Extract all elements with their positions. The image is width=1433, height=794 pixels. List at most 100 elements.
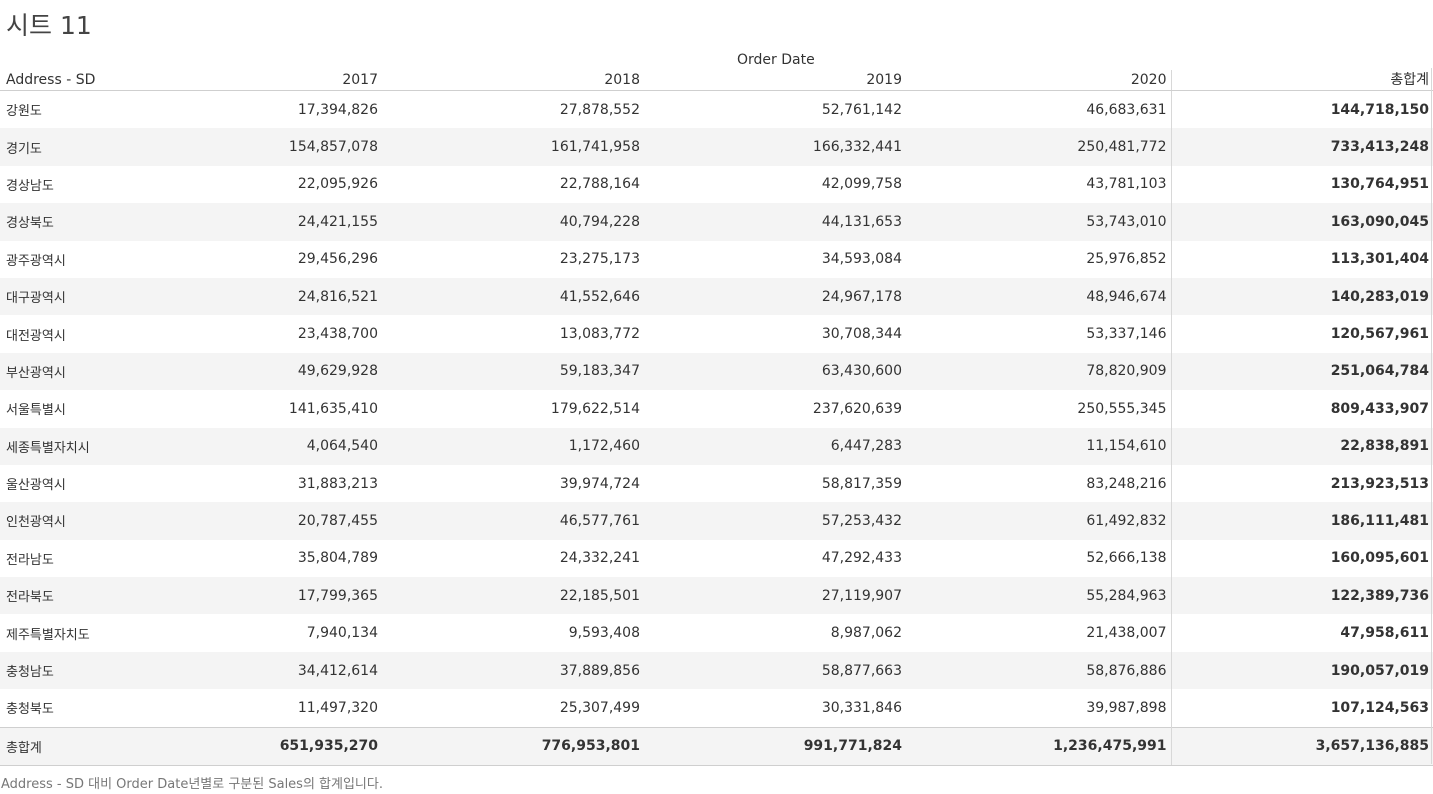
sales-cell[interactable]: 46,577,761 bbox=[382, 502, 644, 540]
sales-cell[interactable]: 22,185,501 bbox=[382, 577, 644, 615]
row-header-cell[interactable]: 경상남도 bbox=[6, 178, 54, 194]
row-total-cell[interactable]: 733,413,248 bbox=[1170, 128, 1433, 166]
sales-cell[interactable]: 53,337,146 bbox=[1086, 326, 1167, 343]
sales-cell[interactable]: 58,876,886 bbox=[906, 651, 1171, 690]
sales-cell[interactable]: 154,857,078 bbox=[120, 128, 382, 166]
sales-cell[interactable]: 55,284,963 bbox=[906, 577, 1171, 615]
year-header-2019[interactable]: 2019 bbox=[644, 70, 906, 91]
row-header-cell[interactable]: 제주특별자치도 bbox=[6, 627, 90, 643]
sales-cell[interactable]: 11,497,320 bbox=[297, 699, 378, 716]
sales-cell[interactable]: 27,878,552 bbox=[559, 101, 640, 118]
sales-cell[interactable]: 41,552,646 bbox=[382, 277, 644, 316]
sales-cell[interactable]: 57,253,432 bbox=[644, 502, 906, 540]
sales-cell[interactable]: 78,820,909 bbox=[906, 352, 1171, 391]
sales-cell[interactable]: 1,172,460 bbox=[382, 427, 644, 465]
sales-cell[interactable]: 37,889,856 bbox=[382, 651, 644, 690]
row-header-cell[interactable]: 인천광역시 bbox=[0, 502, 120, 540]
row-total-cell[interactable]: 107,124,563 bbox=[1170, 689, 1433, 728]
row-header-cell[interactable]: 울산광역시 bbox=[6, 478, 66, 494]
sales-cell[interactable]: 24,332,241 bbox=[559, 550, 640, 567]
year-header-2020[interactable]: 2020 bbox=[906, 70, 1171, 91]
row-header-cell[interactable]: 서울특별시 bbox=[6, 403, 66, 419]
row-header-cell[interactable]: 경기도 bbox=[0, 128, 120, 166]
sales-cell[interactable]: 166,332,441 bbox=[644, 128, 906, 166]
row-total-cell[interactable]: 144,718,150 bbox=[1170, 90, 1433, 129]
row-total-cell[interactable]: 113,301,404 bbox=[1170, 240, 1433, 278]
row-header-cell[interactable]: 부산광역시 bbox=[0, 352, 120, 391]
row-header-cell[interactable]: 충청남도 bbox=[0, 651, 120, 690]
sales-cell[interactable]: 42,099,758 bbox=[821, 176, 902, 193]
row-total-cell[interactable]: 213,923,513 bbox=[1170, 464, 1433, 503]
sales-cell[interactable]: 25,976,852 bbox=[1086, 251, 1167, 268]
sales-cell[interactable]: 58,817,359 bbox=[821, 475, 902, 492]
sales-cell[interactable]: 24,421,155 bbox=[120, 203, 382, 241]
sales-cell[interactable]: 53,743,010 bbox=[906, 203, 1171, 241]
sales-cell[interactable]: 29,456,296 bbox=[297, 251, 378, 268]
sales-cell[interactable]: 63,430,600 bbox=[644, 352, 906, 391]
sales-cell[interactable]: 30,331,846 bbox=[821, 699, 902, 716]
sales-cell[interactable]: 24,967,178 bbox=[644, 277, 906, 316]
grand-total-row-label[interactable]: 총합계 bbox=[0, 726, 120, 766]
sales-cell[interactable]: 48,946,674 bbox=[906, 277, 1171, 316]
row-total-cell[interactable]: 130,764,951 bbox=[1170, 165, 1433, 204]
sales-cell[interactable]: 22,788,164 bbox=[559, 176, 640, 193]
sales-cell[interactable]: 49,629,928 bbox=[120, 352, 382, 391]
sales-cell[interactable]: 39,987,898 bbox=[1086, 699, 1167, 716]
grand-total-cell[interactable]: 651,935,270 bbox=[120, 726, 382, 766]
sales-cell[interactable]: 39,974,724 bbox=[559, 475, 640, 492]
sales-cell[interactable]: 61,492,832 bbox=[906, 502, 1171, 540]
sales-cell[interactable]: 13,083,772 bbox=[559, 326, 640, 343]
sales-cell[interactable]: 11,154,610 bbox=[906, 427, 1171, 465]
sales-cell[interactable]: 20,787,455 bbox=[120, 502, 382, 540]
sales-cell[interactable]: 40,794,228 bbox=[382, 203, 644, 241]
row-total-cell[interactable]: 190,057,019 bbox=[1170, 651, 1433, 690]
row-header-cell[interactable]: 대전광역시 bbox=[6, 328, 66, 344]
sales-cell[interactable]: 17,394,826 bbox=[297, 101, 378, 118]
sales-cell[interactable]: 34,593,084 bbox=[821, 251, 902, 268]
row-total-cell[interactable]: 809,433,907 bbox=[1170, 390, 1433, 428]
year-header-2017[interactable]: 2017 bbox=[120, 70, 382, 91]
sales-cell[interactable]: 4,064,540 bbox=[120, 427, 382, 465]
grand-total-column-header[interactable]: 총합계 bbox=[1170, 70, 1433, 91]
row-total-cell[interactable]: 122,389,736 bbox=[1170, 577, 1433, 615]
sales-cell[interactable]: 46,683,631 bbox=[1086, 101, 1167, 118]
sales-cell[interactable]: 250,481,772 bbox=[906, 128, 1171, 166]
sales-cell[interactable]: 35,804,789 bbox=[297, 550, 378, 567]
row-total-cell[interactable]: 186,111,481 bbox=[1170, 502, 1433, 540]
sales-cell[interactable]: 59,183,347 bbox=[382, 352, 644, 391]
sales-cell[interactable]: 83,248,216 bbox=[1086, 475, 1167, 492]
sales-cell[interactable]: 17,799,365 bbox=[120, 577, 382, 615]
sales-cell[interactable]: 24,816,521 bbox=[120, 277, 382, 316]
sales-cell[interactable]: 44,131,653 bbox=[644, 203, 906, 241]
sales-cell[interactable]: 6,447,283 bbox=[644, 427, 906, 465]
row-header-cell[interactable]: 경상북도 bbox=[0, 203, 120, 241]
sales-cell[interactable]: 8,987,062 bbox=[830, 625, 902, 642]
sales-cell[interactable]: 141,635,410 bbox=[288, 400, 378, 417]
row-header-cell[interactable]: 대구광역시 bbox=[0, 277, 120, 316]
row-header-cell[interactable]: 광주광역시 bbox=[6, 253, 66, 269]
sales-cell[interactable]: 23,275,173 bbox=[559, 251, 640, 268]
year-header-2018[interactable]: 2018 bbox=[382, 70, 644, 91]
row-total-cell[interactable]: 163,090,045 bbox=[1170, 203, 1433, 241]
row-total-cell[interactable]: 160,095,601 bbox=[1170, 539, 1433, 578]
sales-cell[interactable]: 43,781,103 bbox=[1086, 176, 1167, 193]
sales-cell[interactable]: 23,438,700 bbox=[297, 326, 378, 343]
grand-total-cell[interactable]: 776,953,801 bbox=[382, 726, 644, 766]
grand-total-overall-cell[interactable]: 3,657,136,885 bbox=[1170, 726, 1433, 766]
row-dimension-header[interactable]: Address - SD bbox=[0, 70, 120, 91]
sales-cell[interactable]: 161,741,958 bbox=[382, 128, 644, 166]
column-group-label[interactable]: Order Date bbox=[737, 52, 815, 68]
sales-cell[interactable]: 47,292,433 bbox=[821, 550, 902, 567]
sales-cell[interactable]: 30,708,344 bbox=[821, 326, 902, 343]
sales-cell[interactable]: 31,883,213 bbox=[297, 475, 378, 492]
row-header-cell[interactable]: 전라남도 bbox=[6, 552, 54, 568]
row-total-cell[interactable]: 251,064,784 bbox=[1170, 352, 1433, 391]
sales-cell[interactable]: 34,412,614 bbox=[120, 651, 382, 690]
sales-cell[interactable]: 250,555,345 bbox=[1077, 400, 1167, 417]
grand-total-cell[interactable]: 1,236,475,991 bbox=[906, 726, 1171, 766]
row-header-cell[interactable]: 전라북도 bbox=[0, 577, 120, 615]
row-total-cell[interactable]: 140,283,019 bbox=[1170, 277, 1433, 316]
sales-cell[interactable]: 179,622,514 bbox=[550, 400, 640, 417]
sales-cell[interactable]: 237,620,639 bbox=[812, 400, 902, 417]
row-total-cell[interactable]: 120,567,961 bbox=[1170, 315, 1433, 353]
